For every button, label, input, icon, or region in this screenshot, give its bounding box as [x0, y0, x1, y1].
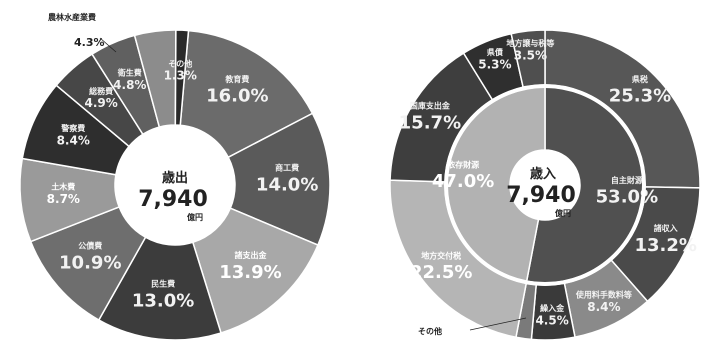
rev-inner-name-1: 依存財源: [447, 159, 479, 169]
exp-center-value: 7,940: [138, 187, 208, 212]
rev-outer-label-7: 県債5.3%: [478, 47, 511, 71]
rev-outer-name-2: 使用料手数料等: [575, 290, 632, 300]
exp-name-4: 公債費: [78, 241, 102, 251]
rev-outer-value-1: 13.2%: [634, 235, 696, 256]
rev-outer-name-5: 地方交付税: [421, 250, 461, 260]
rev-outer-name-6: 国庫支出金: [410, 100, 451, 110]
rev-outer-label-0: 県税 25.3%: [609, 74, 671, 107]
rev-outer-name-0: 県税: [632, 74, 648, 84]
rev-outer-value-2: 8.4%: [587, 300, 620, 314]
rev-inner-value-0: 53.0%: [596, 187, 658, 208]
exp-value-2: 13.9%: [219, 262, 281, 283]
exp-label-1: 商工費 14.0%: [256, 162, 318, 195]
exp-value-5: 8.7%: [47, 192, 80, 206]
exp-name-7: 総務費: [89, 86, 113, 96]
exp-name-5: 土木費: [51, 182, 75, 192]
exp-center-label: 歳出: [162, 170, 188, 186]
rev-inner-name-0: 自主財源: [611, 175, 643, 185]
exp-value-4: 10.9%: [59, 253, 121, 274]
rev-outer-value-0: 25.3%: [609, 86, 671, 107]
exp-name-10: その他: [168, 58, 192, 68]
exp-name-2: 諸支出金: [234, 250, 267, 260]
rev-outer-label-6: 国庫支出金 15.7%: [399, 100, 461, 133]
exp-value-10: 1.3%: [164, 68, 197, 82]
exp-name-8: 衛生費: [117, 68, 142, 78]
rev-outer-label-1: 諸収入 13.2%: [634, 223, 696, 256]
callout-rev-other-name: その他: [418, 327, 442, 336]
exp-label-4: 公債費 10.9%: [59, 241, 121, 274]
exp-label-3: 民生費 13.0%: [132, 279, 194, 312]
callout-exp-agriculture-value: 4.3%: [74, 36, 105, 49]
exp-name-0: 教育費: [224, 74, 249, 84]
rev-outer-value-7: 5.3%: [478, 57, 511, 71]
rev-outer-name-7: 県債: [487, 47, 503, 57]
exp-value-7: 4.9%: [84, 96, 117, 110]
rev-outer-label-5: 地方交付税 22.5%: [410, 250, 472, 283]
rev-outer-value-6: 15.7%: [399, 112, 461, 133]
rev-ring-separator: [444, 84, 646, 286]
rev-center-value: 7,940: [506, 183, 576, 208]
exp-value-0: 16.0%: [206, 86, 268, 107]
exp-slice-1: [227, 112, 331, 247]
exp-value-8: 4.8%: [113, 78, 146, 92]
rev-outer-name-3: 繰入金: [540, 303, 565, 313]
callout-rev-other-leader: [469, 317, 527, 331]
rev-inner-value-1: 47.0%: [432, 171, 494, 192]
exp-value-3: 13.0%: [132, 291, 194, 312]
exp-value-6: 8.4%: [57, 133, 90, 147]
exp-slice-2: [191, 207, 319, 334]
exp-value-1: 14.0%: [256, 174, 318, 195]
exp-name-3: 民生費: [151, 279, 175, 289]
exp-slice-0: [179, 29, 314, 159]
exp-slice-10: [174, 29, 190, 127]
rev-center-label: 歳入: [530, 166, 556, 182]
exp-slices: 教育費 16.0% 商工費 14.0% 諸支出金 13.9% 民生費 13.0% 公債費 10.9…: [19, 29, 331, 341]
rev-center-unit: 億円: [555, 208, 571, 218]
rev-outer-value-8: 3.5%: [514, 48, 547, 62]
exp-label-2: 諸支出金 13.9%: [219, 250, 281, 283]
exp-name-1: 商工費: [275, 162, 299, 172]
rev-outer-name-8: 地方譲与税等: [506, 38, 554, 48]
rev-inner-slices: 自主財源 53.0% 依存財源 47.0%: [432, 86, 658, 284]
rev-outer-value-3: 4.5%: [535, 313, 568, 327]
callout-exp-agriculture-name: 農林水産業費: [48, 13, 96, 22]
exp-label-0: 教育費 16.0%: [206, 74, 268, 107]
rev-outer-value-5: 22.5%: [410, 262, 472, 283]
callout-exp-agriculture-leader: [99, 37, 117, 53]
exp-center-unit: 億円: [187, 212, 203, 222]
rev-outer-name-1: 諸収入: [654, 223, 678, 233]
exp-name-6: 警察費: [60, 123, 85, 133]
exp-slice-3: [97, 236, 222, 341]
